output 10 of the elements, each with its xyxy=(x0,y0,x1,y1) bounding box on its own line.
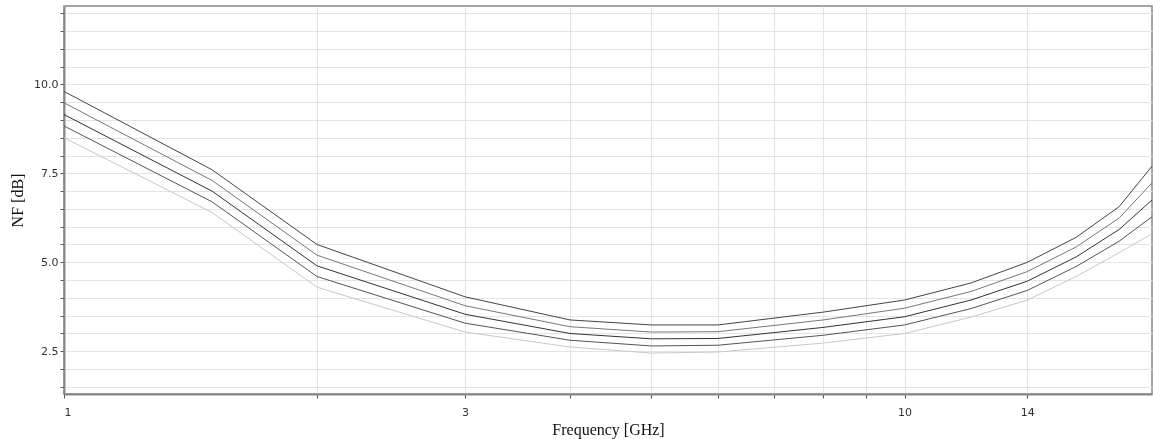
x-tick-label: 1 xyxy=(64,405,72,419)
y-tick-label: 7.5 xyxy=(41,166,59,180)
y-axis-title: NF [dB] xyxy=(9,173,27,228)
y-tick-label: 2.5 xyxy=(41,344,59,358)
x-axis-title: Frequency [GHz] xyxy=(552,420,665,439)
x-tick-label: 10 xyxy=(898,405,912,419)
x-tick-label: 3 xyxy=(462,405,470,419)
y-tick-label: 5.0 xyxy=(41,255,59,269)
y-tick-label: 10.0 xyxy=(34,77,59,91)
x-tick-label: 14 xyxy=(1020,405,1035,419)
